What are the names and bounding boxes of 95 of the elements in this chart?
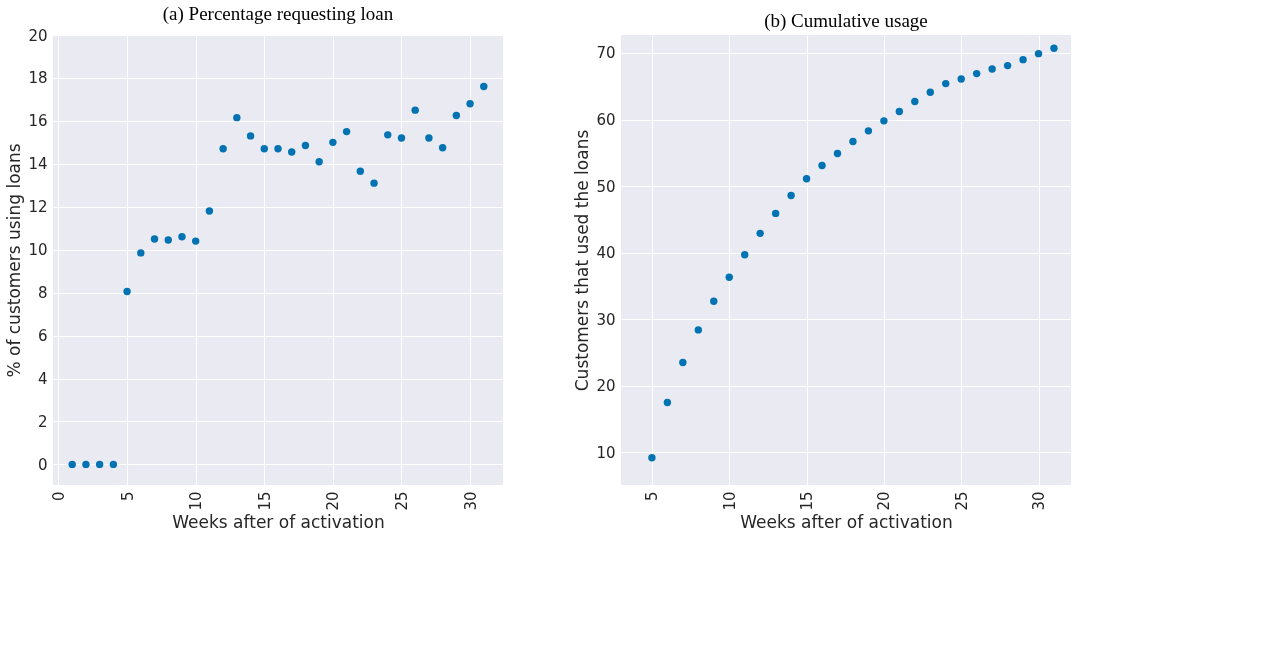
point (942, 79, 950, 88)
y-tick-label: 0 (37, 455, 48, 474)
x-tick-label: 30 (461, 491, 480, 511)
y-tick-label: 70 (596, 44, 616, 63)
point (957, 75, 965, 83)
y-axis-title: Customers that used the loans (572, 129, 593, 392)
x-tick-label: 25 (392, 491, 411, 511)
x-tick-label: 30 (1030, 491, 1049, 511)
point (1050, 44, 1058, 53)
y-tick-label: 10 (28, 241, 48, 260)
point (771, 209, 780, 218)
chart-title: (a) Percentage requesting loan (162, 3, 394, 25)
x-tick-label: 10 (720, 491, 739, 511)
point (679, 358, 687, 367)
y-tick-label: 14 (28, 155, 48, 174)
point (911, 97, 919, 106)
point (233, 113, 241, 122)
point (329, 138, 337, 147)
point (818, 161, 826, 170)
point (1019, 55, 1027, 64)
point (741, 250, 749, 259)
y-tick-label: 16 (28, 112, 48, 131)
point (648, 454, 656, 462)
point (725, 273, 733, 282)
point (123, 287, 131, 296)
y-tick-label: 50 (596, 177, 616, 196)
x-axis-title: Weeks after of activation (740, 511, 953, 532)
y-tick-label: 18 (28, 69, 48, 88)
point (1034, 49, 1043, 58)
point (849, 137, 857, 146)
point (342, 127, 351, 136)
y-tick-label: 12 (28, 198, 48, 217)
point (756, 229, 764, 238)
point (988, 65, 996, 73)
point (466, 100, 474, 108)
point (1003, 61, 1012, 70)
point (397, 134, 406, 142)
y-tick-label: 8 (37, 284, 48, 303)
point (164, 236, 172, 244)
point (370, 179, 378, 187)
x-axis-title: Weeks after of activation (172, 511, 385, 532)
y-tick-label: 6 (37, 327, 48, 346)
point (972, 69, 981, 78)
chart-title: (b) Cumulative usage (764, 10, 928, 32)
y-tick-label: 10 (596, 443, 616, 462)
point (191, 237, 200, 245)
point (288, 148, 296, 156)
x-tick-label: 20 (875, 491, 894, 511)
point (710, 297, 718, 305)
point (356, 167, 365, 176)
y-tick-label: 4 (37, 370, 48, 389)
point (438, 144, 447, 152)
x-tick-label: 5 (118, 491, 137, 502)
point (137, 249, 145, 257)
point (205, 207, 214, 215)
x-tick-label: 10 (187, 491, 206, 511)
point (260, 145, 268, 153)
y-tick-label: 30 (596, 310, 616, 329)
point (452, 111, 461, 120)
y-tick-label: 2 (37, 412, 48, 431)
point (833, 149, 842, 158)
point (895, 107, 904, 116)
point (802, 175, 811, 183)
x-tick-label: 5 (643, 491, 662, 502)
point (694, 326, 703, 334)
x-tick-label: 15 (798, 491, 817, 511)
y-tick-label: 20 (596, 377, 616, 396)
point (926, 88, 934, 96)
point (425, 134, 433, 142)
y-tick-label: 20 (28, 26, 48, 45)
point (864, 127, 873, 135)
point (663, 398, 672, 407)
point (384, 131, 392, 139)
point (480, 82, 488, 91)
point (274, 145, 282, 153)
y-axis-title: % of customers using loans (4, 143, 25, 378)
x-tick-label: 20 (324, 491, 343, 511)
x-tick-label: 0 (49, 491, 68, 502)
point (246, 132, 255, 140)
point (301, 141, 310, 150)
point (411, 106, 419, 114)
point (178, 233, 186, 241)
point (219, 145, 227, 153)
x-tick-label: 15 (255, 491, 274, 511)
point (315, 157, 323, 166)
point (68, 460, 76, 469)
point (95, 460, 104, 469)
point (150, 235, 159, 243)
y-tick-label: 60 (596, 111, 616, 130)
x-tick-label: 25 (952, 491, 971, 511)
point (880, 117, 888, 125)
point (787, 191, 795, 200)
point (109, 460, 118, 469)
y-tick-label: 40 (596, 244, 616, 263)
point (82, 460, 90, 469)
